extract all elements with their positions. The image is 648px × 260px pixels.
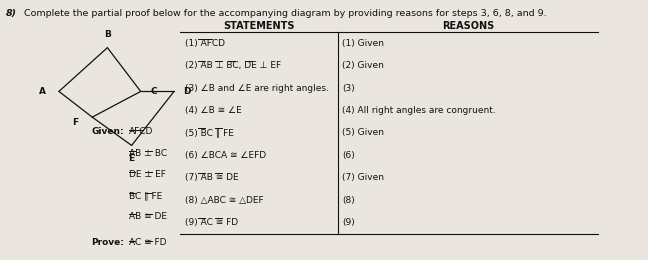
Text: Prove:: Prove:	[91, 238, 124, 247]
Text: Complete the partial proof below for the accompanying diagram by providing reaso: Complete the partial proof below for the…	[25, 9, 547, 18]
Text: (3): (3)	[342, 84, 355, 93]
Text: (7) AB ≅ DE: (7) AB ≅ DE	[185, 173, 238, 182]
Text: Given:: Given:	[91, 127, 124, 136]
Text: (2) AB ⊥ BC, DE ⊥ EF: (2) AB ⊥ BC, DE ⊥ EF	[185, 61, 281, 70]
Text: F: F	[72, 118, 78, 127]
Text: (3) ∠B and ∠E are right angles.: (3) ∠B and ∠E are right angles.	[185, 84, 329, 93]
Text: (4) ∠B ≅ ∠E: (4) ∠B ≅ ∠E	[185, 106, 242, 115]
Text: DE ⊥ EF: DE ⊥ EF	[128, 170, 165, 179]
Text: (1) Given: (1) Given	[342, 39, 384, 48]
Text: AB ≅ DE: AB ≅ DE	[128, 212, 167, 221]
Text: (8) △ABC ≅ △DEF: (8) △ABC ≅ △DEF	[185, 196, 264, 205]
Text: (8): (8)	[342, 196, 355, 205]
Text: (9): (9)	[342, 218, 355, 227]
Text: BC ∥ FE: BC ∥ FE	[128, 191, 162, 200]
Text: (7) Given: (7) Given	[342, 173, 384, 182]
Text: (5) BC ∥ FE: (5) BC ∥ FE	[185, 128, 234, 138]
Text: (9) AC ≅ FD: (9) AC ≅ FD	[185, 218, 238, 227]
Text: AC ≅ FD: AC ≅ FD	[128, 238, 166, 247]
Text: STATEMENTS: STATEMENTS	[223, 21, 295, 31]
Text: (2) Given: (2) Given	[342, 61, 384, 70]
Text: AFCD: AFCD	[128, 127, 153, 136]
Text: (5) Given: (5) Given	[342, 128, 384, 138]
Text: (6) ∠BCA ≅ ∠EFD: (6) ∠BCA ≅ ∠EFD	[185, 151, 266, 160]
Text: D: D	[183, 87, 191, 96]
Text: REASONS: REASONS	[442, 21, 494, 31]
Text: AB ⊥ BC: AB ⊥ BC	[128, 148, 167, 158]
Text: (6): (6)	[342, 151, 355, 160]
Text: (4) All right angles are congruent.: (4) All right angles are congruent.	[342, 106, 496, 115]
Text: B: B	[104, 30, 111, 39]
Text: A: A	[38, 87, 45, 96]
Text: 8): 8)	[6, 9, 17, 18]
Text: E: E	[128, 154, 135, 163]
Text: C: C	[151, 87, 157, 96]
Text: (1) AFCD: (1) AFCD	[185, 39, 225, 48]
